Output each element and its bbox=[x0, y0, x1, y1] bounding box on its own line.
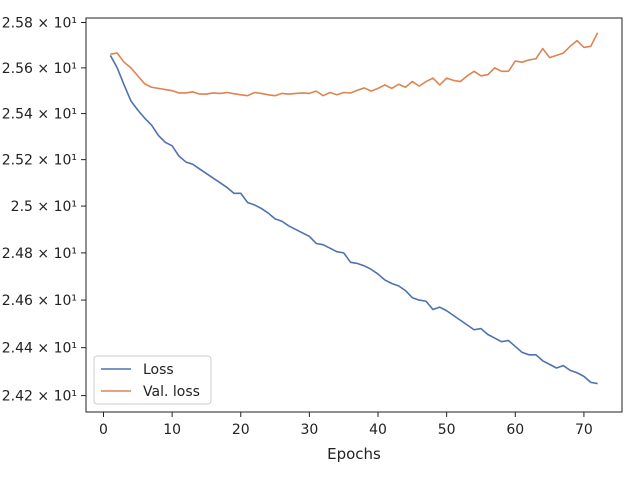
y-tick-label: 2.42 × 10¹ bbox=[2, 389, 77, 405]
y-tick-label: 2.52 × 10¹ bbox=[2, 153, 77, 169]
y-axis: 2.42 × 10¹ 2.44 × 10¹ 2.46 × 10¹ 2.48 × 10¹… bbox=[2, 16, 86, 405]
x-tick-label: 70 bbox=[575, 422, 593, 438]
x-tick-label: 40 bbox=[369, 422, 387, 438]
x-tick-label: 50 bbox=[438, 422, 456, 438]
y-tick-label: 2.5 × 10¹ bbox=[11, 199, 77, 215]
plot-frame bbox=[85, 17, 623, 413]
x-tick-label: 30 bbox=[300, 422, 318, 438]
x-tick-label: 10 bbox=[163, 422, 181, 438]
y-tick-label: 2.58 × 10¹ bbox=[2, 16, 77, 32]
legend-box bbox=[93, 355, 212, 405]
x-axis: 0 10 20 30 40 50 60 70 bbox=[99, 412, 593, 438]
y-tick-label: 2.54 × 10¹ bbox=[2, 107, 77, 123]
y-tick-label: 2.44 × 10¹ bbox=[2, 341, 77, 357]
y-tick-label: 2.56 × 10¹ bbox=[2, 61, 77, 77]
y-tick-label: 2.46 × 10¹ bbox=[2, 293, 77, 309]
legend: Loss Val. loss bbox=[93, 355, 212, 405]
legend-label-val-loss: Val. loss bbox=[143, 384, 200, 400]
x-tick-label: 0 bbox=[99, 422, 108, 438]
series-line-val-loss bbox=[110, 32, 599, 97]
x-tick-label: 60 bbox=[506, 422, 524, 438]
x-axis-label: Epochs bbox=[327, 445, 381, 463]
x-tick-label: 20 bbox=[232, 422, 250, 438]
y-tick-label: 2.48 × 10¹ bbox=[2, 246, 77, 262]
legend-label-loss: Loss bbox=[143, 362, 174, 378]
series-line-loss bbox=[109, 54, 598, 385]
series-layer bbox=[109, 32, 599, 385]
